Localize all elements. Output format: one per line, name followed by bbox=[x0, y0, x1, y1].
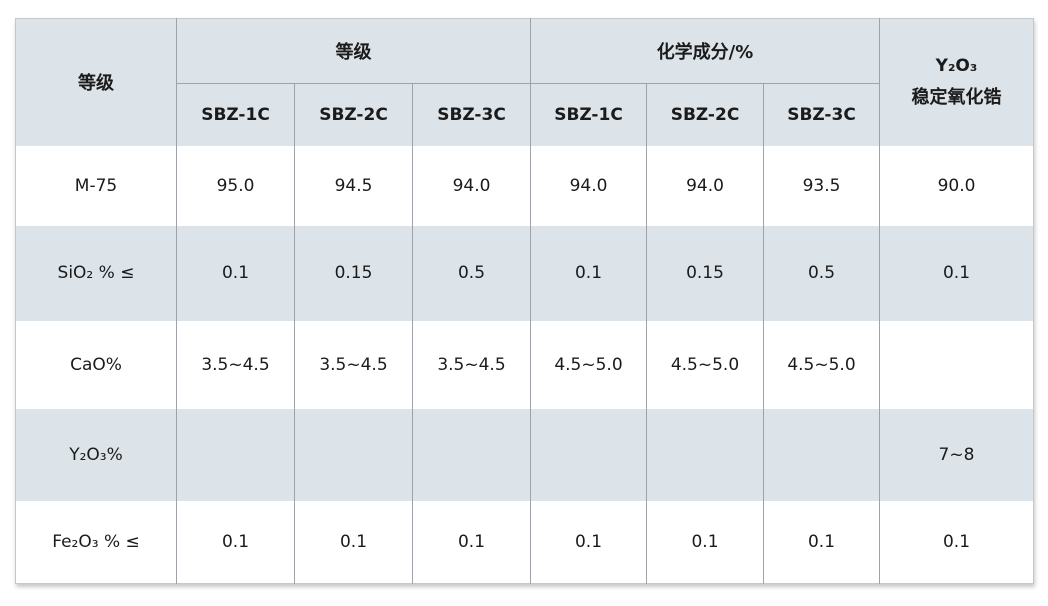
row-label-sio2: SiO₂ % ≤ bbox=[57, 263, 135, 283]
data-cell: 94.0 bbox=[646, 145, 764, 226]
table-row-fe2o3: Fe₂O₃ % ≤ 0.1 0.1 0.1 0.1 0.1 0.1 0.1 bbox=[16, 500, 1034, 584]
header-row-groups: 等级 等级 化学成分/% Y₂O₃ 稳定氧化锆 bbox=[15, 18, 1034, 146]
subheader-chem-sbz1c: SBZ-1C bbox=[530, 83, 647, 146]
data-cell bbox=[294, 408, 413, 501]
data-cell: 94.5 bbox=[294, 145, 413, 226]
data-cell: 0.1 bbox=[530, 500, 647, 584]
row-label-m75: M-75 bbox=[74, 175, 118, 196]
subheader-chem-sbz3c: SBZ-3C bbox=[763, 83, 880, 146]
data-cell bbox=[646, 408, 764, 501]
data-cell bbox=[763, 408, 880, 501]
data-cell: 0.5 bbox=[412, 225, 531, 321]
data-cell: 0.15 bbox=[646, 225, 764, 321]
data-cell: 0.1 bbox=[412, 500, 531, 584]
subheader-grade-sbz3c: SBZ-3C bbox=[412, 83, 531, 146]
data-cell: 94.0 bbox=[530, 145, 647, 226]
data-cell: 93.5 bbox=[763, 145, 880, 226]
table-row-m75: M-75 95.0 94.5 94.0 94.0 94.0 93.5 90.0 bbox=[16, 145, 1034, 226]
data-cell: 0.1 bbox=[294, 500, 413, 584]
data-cell: 95.0 bbox=[176, 145, 295, 226]
row-label-y2o3: Y₂O₃% bbox=[69, 444, 123, 465]
header-group-grade: 等级 bbox=[176, 18, 531, 84]
data-cell: 3.5~4.5 bbox=[294, 320, 413, 409]
table-row-sio2: SiO₂ % ≤ 0.1 0.15 0.5 0.1 0.15 0.5 0.1 bbox=[15, 225, 1034, 321]
data-cell: 90.0 bbox=[879, 145, 1034, 226]
header-yttria-text: 稳定氧化锆 bbox=[911, 86, 1002, 108]
data-cell: 0.1 bbox=[530, 225, 647, 321]
data-cell: 4.5~5.0 bbox=[646, 320, 764, 409]
data-cell: 0.1 bbox=[879, 500, 1034, 584]
header-row-subcolumns: SBZ-1C SBZ-2C SBZ-3C SBZ-1C SBZ-2C SBZ-3… bbox=[16, 83, 1034, 146]
data-cell bbox=[879, 320, 1034, 409]
data-cell: 0.1 bbox=[176, 225, 295, 321]
data-cell: 0.1 bbox=[176, 500, 295, 584]
spec-table: 等级 等级 化学成分/% Y₂O₃ 稳定氧化锆 SBZ-1C SBZ-2C SB… bbox=[15, 18, 1034, 584]
data-cell: 7~8 bbox=[879, 408, 1034, 501]
subheader-chem-sbz2c: SBZ-2C bbox=[646, 83, 764, 146]
table-row-cao: CaO% 3.5~4.5 3.5~4.5 3.5~4.5 4.5~5.0 4.5… bbox=[16, 320, 1034, 409]
data-cell: 0.1 bbox=[879, 225, 1034, 321]
header-yttria-stabilized: Y₂O₃ 稳定氧化锆 bbox=[879, 18, 1034, 146]
data-cell bbox=[176, 408, 295, 501]
row-label-fe2o3: Fe₂O₃ % ≤ bbox=[52, 531, 140, 552]
data-cell: 0.15 bbox=[294, 225, 413, 321]
data-cell bbox=[530, 408, 647, 501]
table-row-y2o3: Y₂O₃% 7~8 bbox=[15, 408, 1034, 501]
subheader-grade-sbz1c: SBZ-1C bbox=[176, 83, 295, 146]
header-grade-left: 等级 bbox=[15, 18, 177, 146]
data-cell: 0.1 bbox=[763, 500, 880, 584]
data-cell: 0.5 bbox=[763, 225, 880, 321]
data-cell bbox=[412, 408, 531, 501]
data-cell: 3.5~4.5 bbox=[412, 320, 531, 409]
data-cell: 4.5~5.0 bbox=[763, 320, 880, 409]
data-cell: 4.5~5.0 bbox=[530, 320, 647, 409]
subheader-grade-sbz2c: SBZ-2C bbox=[294, 83, 413, 146]
header-yttria-formula: Y₂O₃ bbox=[935, 55, 978, 76]
row-label-cao: CaO% bbox=[70, 354, 122, 375]
data-cell: 94.0 bbox=[412, 145, 531, 226]
header-group-chem: 化学成分/% bbox=[530, 18, 880, 84]
data-cell: 0.1 bbox=[646, 500, 764, 584]
data-cell: 3.5~4.5 bbox=[176, 320, 295, 409]
